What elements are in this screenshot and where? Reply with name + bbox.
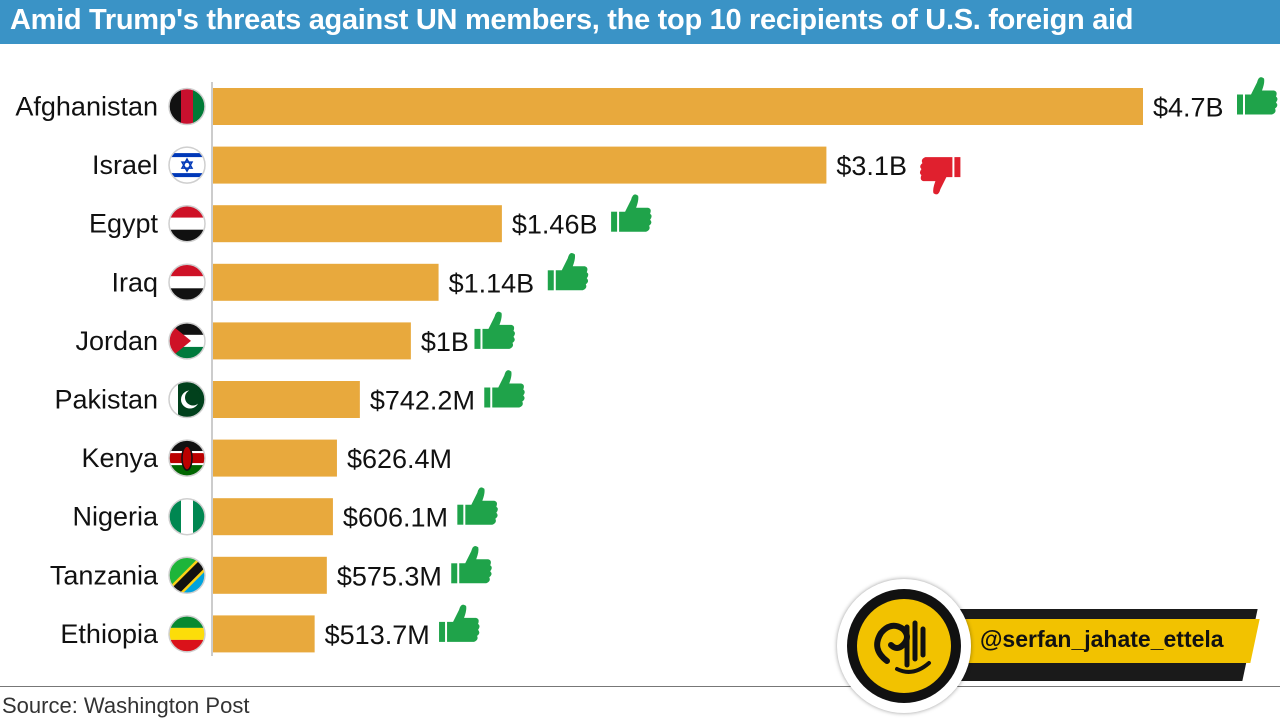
iraq-flag-icon: [168, 263, 206, 302]
value-label: $626.4M: [347, 444, 452, 474]
afghanistan-flag-icon: [168, 87, 206, 126]
bar: [213, 615, 315, 653]
value-label: $1.14B: [449, 268, 535, 298]
ethiopia-flag-icon: [168, 615, 206, 653]
value-label: $3.1B: [836, 151, 907, 181]
israel-flag-icon: [168, 146, 206, 184]
thumbs-up-icon: [611, 194, 652, 232]
category-label: Jordan: [75, 326, 158, 356]
category-label: Tanzania: [50, 560, 159, 590]
thumbs-up-icon: [451, 545, 492, 584]
value-label: $1B: [421, 327, 469, 357]
bar: [213, 146, 827, 184]
bar: [213, 88, 1143, 125]
bar: [213, 556, 327, 594]
value-label: $4.7B: [1153, 93, 1224, 123]
watermark-handle: @serfan_jahate_ettela: [980, 626, 1224, 652]
category-label: Pakistan: [54, 385, 158, 415]
value-label: $575.3M: [337, 561, 442, 591]
category-label: Egypt: [89, 209, 159, 239]
jordan-flag-icon: [168, 322, 206, 360]
bar: [213, 205, 502, 243]
thumbs-up-icon: [1237, 77, 1278, 115]
bar: [213, 381, 360, 418]
chart-title: Amid Trump's threats against UN members,…: [10, 4, 1134, 36]
category-label: Nigeria: [72, 502, 159, 532]
thumbs-up-icon: [547, 252, 589, 291]
thumbs-up-icon: [439, 604, 480, 642]
thumbs-up-icon: [474, 311, 515, 349]
category-label: Kenya: [81, 443, 159, 473]
bar: [213, 439, 337, 477]
tanzania-flag-icon: [168, 556, 206, 595]
value-label: $1.46B: [512, 210, 598, 240]
nigeria-flag-icon: [168, 497, 206, 536]
category-label: Israel: [92, 150, 158, 180]
value-label: $742.2M: [370, 386, 475, 416]
category-label: Iraq: [111, 267, 158, 297]
title-bar: Amid Trump's threats against UN members,…: [0, 0, 1280, 44]
footer-divider: [0, 686, 1280, 687]
bar: [213, 322, 411, 360]
watermark-logo-mark: [874, 620, 931, 674]
value-label: $513.7M: [325, 620, 430, 650]
source-note: Source: Washington Post: [2, 693, 250, 718]
thumbs-up-icon: [484, 370, 525, 408]
pakistan-flag-icon: [168, 380, 206, 419]
value-label: $606.1M: [343, 503, 448, 533]
bar: [213, 263, 439, 301]
thumbs-up-icon: [457, 487, 498, 525]
thumbs-down-icon: [919, 157, 961, 195]
egypt-flag-icon: [168, 204, 206, 243]
bar: [213, 498, 333, 536]
kenya-flag-icon: [168, 439, 206, 477]
category-label: Ethiopia: [60, 619, 159, 649]
category-label: Afghanistan: [15, 92, 158, 122]
